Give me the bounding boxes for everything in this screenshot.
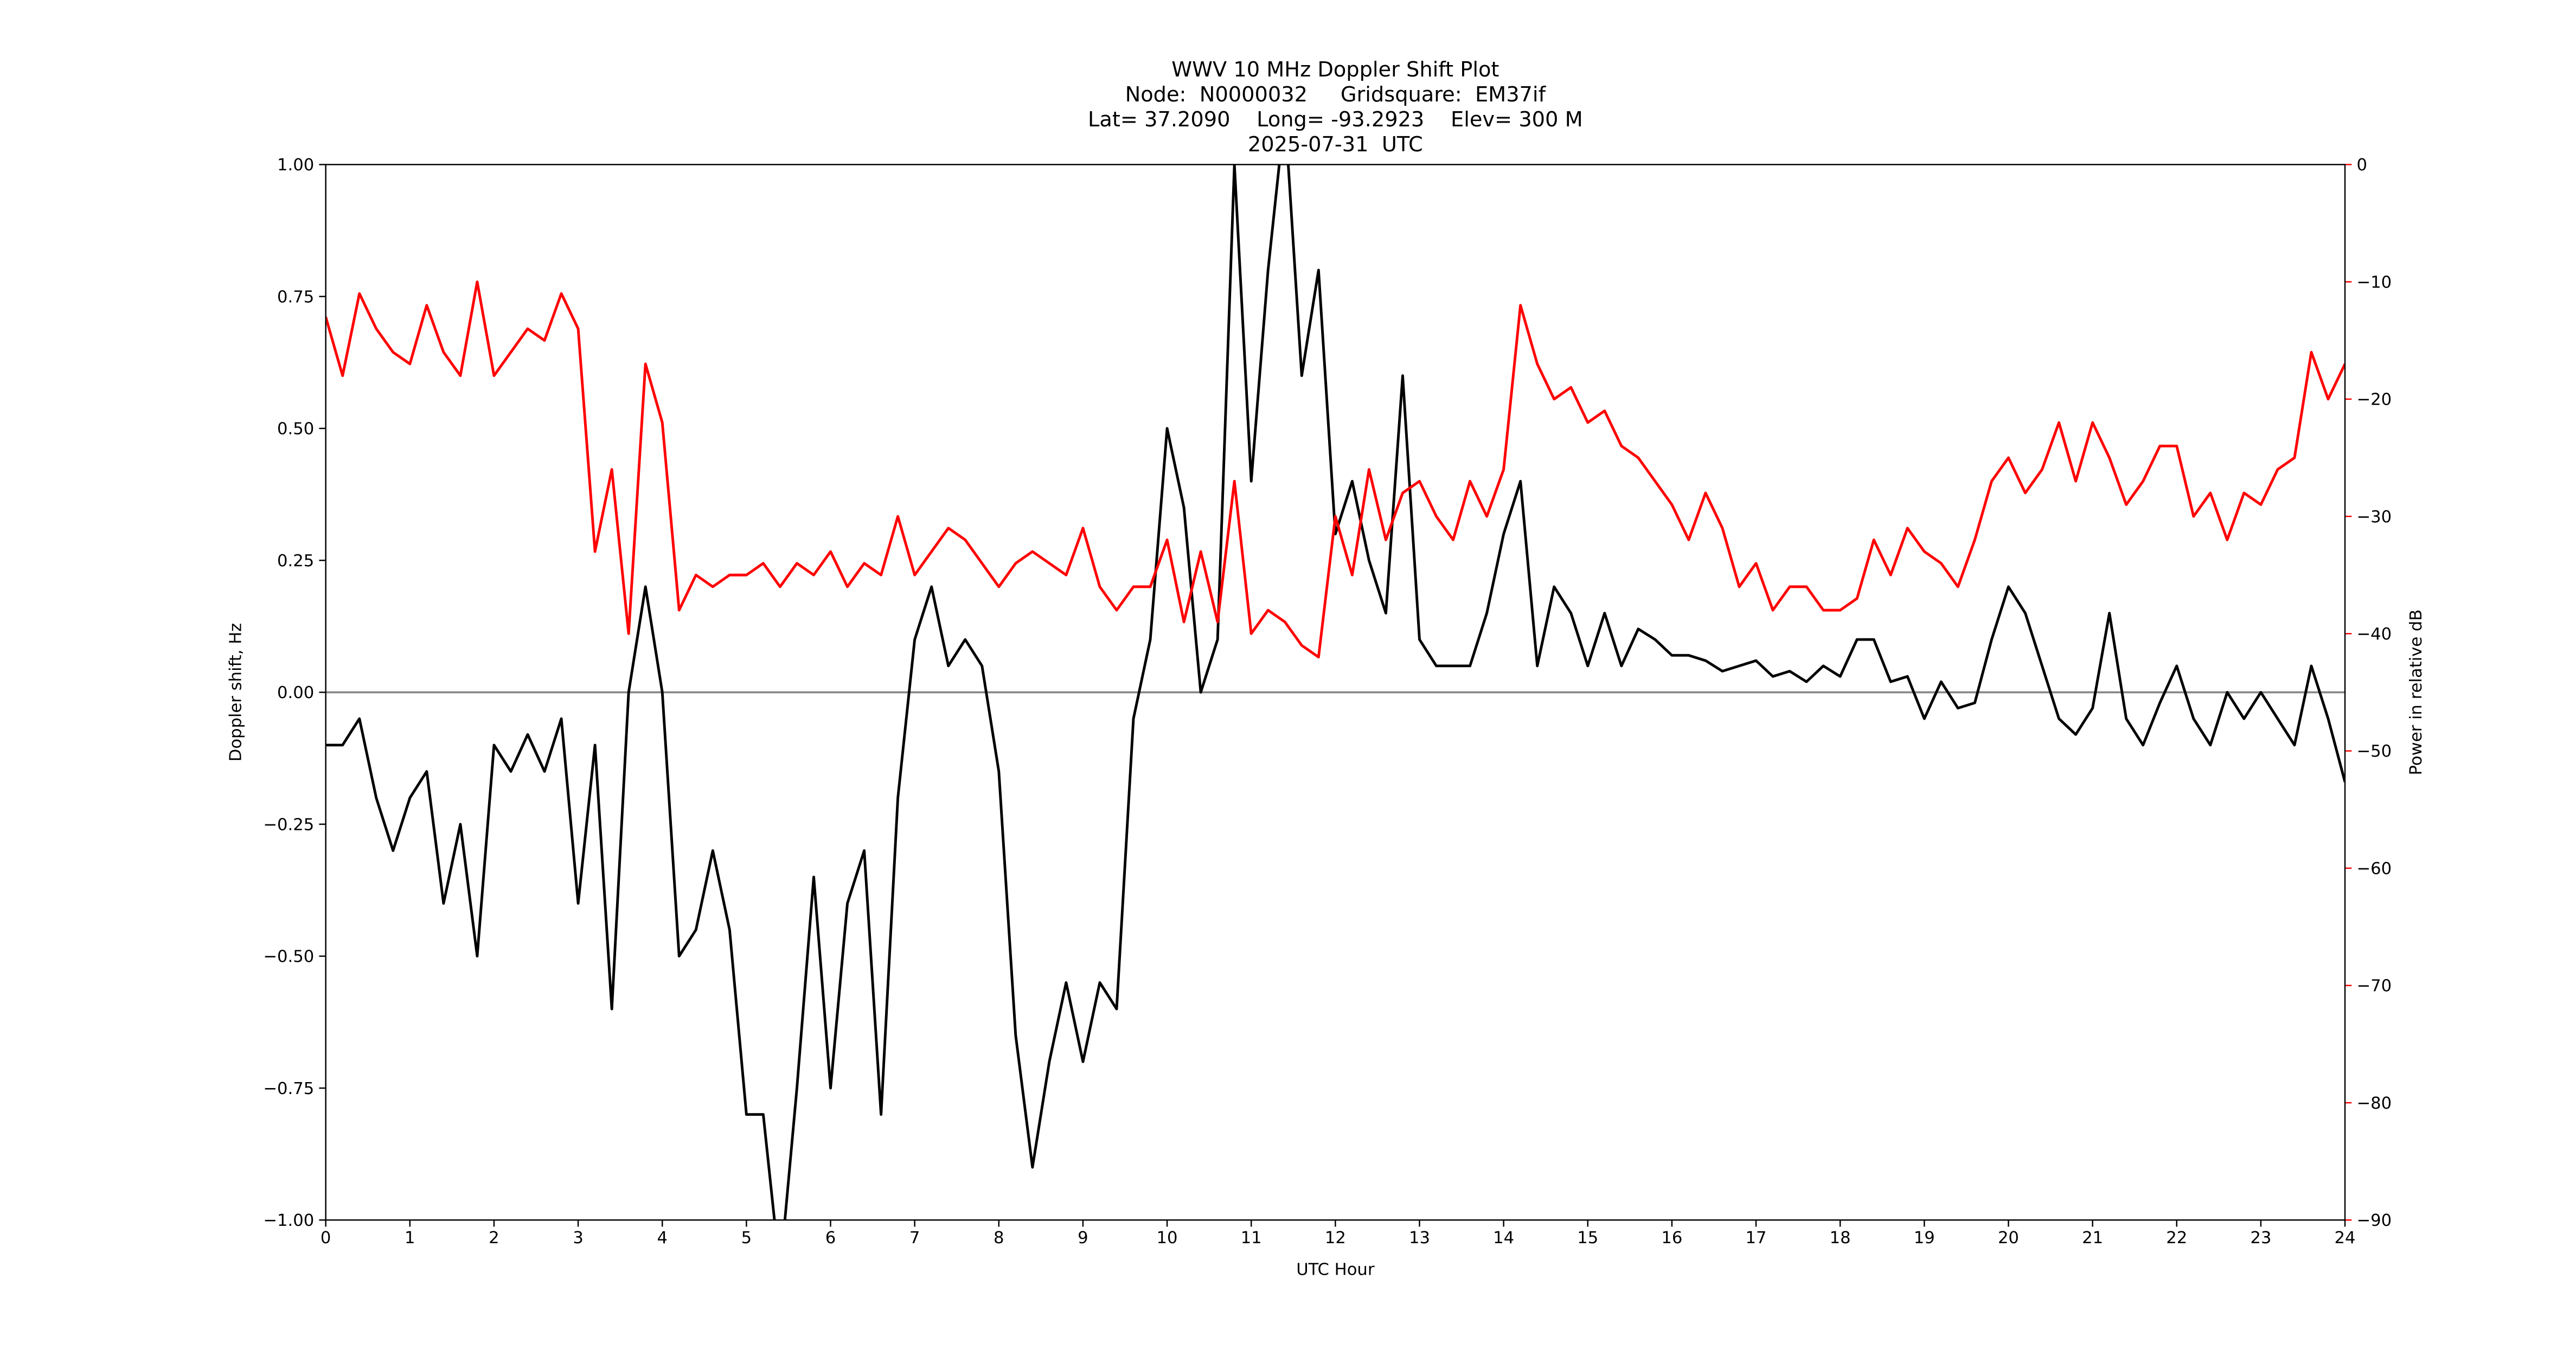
y-tick-label: −1.00 [263,1211,314,1230]
x-tick-label: 6 [825,1229,836,1248]
y-tick-label: 1.00 [277,156,314,175]
x-axis-label: UTC Hour [1296,1260,1375,1279]
x-tick-label: 4 [657,1229,668,1248]
y2-tick-label: −30 [2356,508,2392,527]
y2-tick-label: −40 [2356,625,2392,644]
chart-subtitle: Node: N0000032 Gridsquare: EM37if [1125,82,1547,107]
data-line [325,280,2346,658]
x-tick-label: 13 [1409,1229,1430,1248]
x-tick-label: 18 [1830,1229,1851,1248]
y2-axis-label: Power in relative dB [2407,610,2426,776]
y2-tick-label: −20 [2356,391,2392,410]
x-tick-label: 15 [1577,1229,1598,1248]
x-tick-label: 21 [2082,1229,2103,1248]
x-tick-label: 7 [909,1229,920,1248]
y2-tick-label: −70 [2356,977,2392,996]
x-tick-label: 2 [489,1229,499,1248]
y-tick-label: 0.75 [277,287,314,306]
x-tick-label: 11 [1241,1229,1262,1248]
chart-subtitle: 2025-07-31 UTC [1248,132,1423,157]
y2-tick-label: −60 [2356,859,2392,878]
plot-frame [325,164,2346,1221]
x-tick-label: 8 [994,1229,1004,1248]
x-tick-label: 1 [405,1229,415,1248]
x-tick-label: 3 [573,1229,584,1248]
y2-tick-label: −50 [2356,742,2392,761]
x-tick-label: 22 [2166,1229,2187,1248]
x-tick-label: 17 [1746,1229,1767,1248]
x-tick-label: 16 [1661,1229,1682,1248]
y-axis-label: Doppler shift, Hz [226,623,245,762]
y-tick-label: 0.00 [277,683,314,702]
x-tick-label: 19 [1914,1229,1935,1248]
x-tick-label: 5 [741,1229,752,1248]
y-tick-label: −0.50 [263,948,314,967]
data-line [325,164,2346,1220]
x-tick-label: 9 [1078,1229,1088,1248]
x-tick-label: 0 [321,1229,331,1248]
y-tick-label: 0.50 [277,420,314,439]
y-tick-label: 0.25 [277,552,314,571]
y-tick-label: −0.25 [263,815,314,834]
x-tick-label: 12 [1325,1229,1346,1248]
y-tick-label: −0.75 [263,1079,314,1098]
chart-subtitle: Lat= 37.2090 Long= -93.2923 Elev= 300 M [1088,107,1583,132]
y2-tick-label: −80 [2356,1094,2392,1113]
x-tick-label: 14 [1493,1229,1514,1248]
x-tick-label: 24 [2335,1229,2356,1248]
y2-tick-label: 0 [2356,156,2367,175]
chart-title: WWV 10 MHz Doppler Shift Plot [1171,57,1499,82]
y2-tick-label: −10 [2356,273,2392,292]
x-tick-label: 20 [1998,1229,2019,1248]
x-tick-label: 23 [2250,1229,2271,1248]
y2-tick-label: −90 [2356,1211,2392,1230]
x-tick-label: 10 [1157,1229,1178,1248]
